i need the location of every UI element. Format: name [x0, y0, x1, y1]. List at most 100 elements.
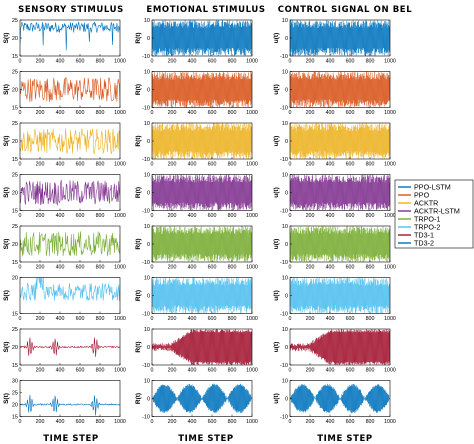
- y-tick-label: 15: [12, 54, 18, 60]
- y-axis-label: S(t): [3, 187, 10, 198]
- x-tick-label: 800: [228, 368, 237, 374]
- y-tick-label: 10: [282, 18, 288, 24]
- x-tick-label: 800: [96, 316, 105, 322]
- x-tick-label: 600: [346, 265, 355, 271]
- y-tick-label: -10: [142, 363, 150, 369]
- x-tick-label: 800: [96, 265, 105, 271]
- x-tick-label: 1000: [114, 419, 126, 425]
- x-tick-label: 200: [168, 316, 177, 322]
- y-axis-label: R(t): [135, 341, 142, 352]
- series-line: [152, 383, 252, 414]
- series-line: [152, 20, 252, 56]
- x-tick-label: 1000: [114, 162, 126, 168]
- y-tick-label: 0: [147, 191, 150, 197]
- y-axis-label: R(t): [135, 32, 142, 43]
- x-tick-label: 800: [366, 59, 375, 65]
- x-tick-label: 0: [151, 368, 154, 374]
- series-line: [20, 231, 120, 257]
- y-tick-label: -10: [280, 157, 288, 163]
- x-tick-label: 400: [188, 419, 197, 425]
- x-tick-label: 800: [228, 59, 237, 65]
- panel-trpo-2-st: 15 20 S(t) 0 200 400 600 800 1000: [3, 276, 126, 323]
- y-tick-label: -10: [280, 260, 288, 266]
- legend-label: TRPO-2: [414, 223, 440, 232]
- x-tick-label: 0: [19, 265, 22, 271]
- x-tick-label: 200: [306, 368, 315, 374]
- x-tick-label: 0: [289, 110, 292, 116]
- y-tick-label: 15: [12, 209, 18, 215]
- x-tick-label: 0: [19, 162, 22, 168]
- x-tick-label: 400: [326, 59, 335, 65]
- x-tick-label: 400: [56, 316, 65, 322]
- x-tick-label: 400: [326, 368, 335, 374]
- x-tick-label: 0: [151, 162, 154, 168]
- x-tick-label: 400: [188, 368, 197, 374]
- y-tick-label: -10: [142, 157, 150, 163]
- x-tick-label: 200: [168, 110, 177, 116]
- x-tick-label: 600: [76, 419, 85, 425]
- legend: PPO-LSTMPPOACKTRACKTR-LSTMTRPO-1TRPO-2TD…: [394, 179, 474, 249]
- y-tick-label: 30: [12, 379, 18, 385]
- x-tick-label: 200: [36, 316, 45, 322]
- y-tick-label: 0: [147, 345, 150, 351]
- x-tick-label: 1000: [246, 265, 258, 271]
- y-tick-label: 10: [144, 70, 150, 76]
- y-tick-label: 25: [12, 391, 18, 397]
- x-tick-label: 800: [366, 419, 375, 425]
- x-tick-label: 800: [228, 213, 237, 219]
- y-axis-label: u(t): [273, 342, 280, 352]
- x-tick-label: 600: [346, 316, 355, 322]
- panel-ppo-st: 15 20 25 S(t) 0 200 400 600 800 1000: [3, 70, 126, 117]
- series-line: [290, 329, 390, 365]
- y-tick-label: 25: [12, 224, 18, 230]
- x-tick-label: 400: [188, 265, 197, 271]
- x-tick-label: 400: [326, 419, 335, 425]
- x-tick-label: 800: [366, 110, 375, 116]
- legend-item: TD3-2: [398, 239, 434, 248]
- x-tick-label: 0: [289, 213, 292, 219]
- legend-item: PPO-LSTM: [398, 183, 451, 192]
- y-tick-label: -10: [142, 106, 150, 112]
- x-tick-label: 0: [289, 316, 292, 322]
- y-tick-label: 0: [285, 139, 288, 145]
- y-tick-label: 25: [12, 121, 18, 127]
- y-axis-label: u(t): [273, 239, 280, 249]
- y-axis-label: S(t): [3, 290, 10, 301]
- x-tick-label: 0: [19, 316, 22, 322]
- x-tick-label: 400: [56, 265, 65, 271]
- x-tick-label: 600: [208, 110, 217, 116]
- x-tick-label: 1000: [114, 368, 126, 374]
- x-tick-label: 800: [96, 59, 105, 65]
- y-tick-label: 15: [12, 260, 18, 266]
- legend-item: TD3-1: [398, 231, 434, 240]
- series-line: [20, 21, 120, 51]
- y-axis-label: R(t): [135, 84, 142, 95]
- x-tick-label: 1000: [114, 316, 126, 322]
- legend-item: ACKTR-LSTM: [398, 207, 460, 216]
- panel-ppo-lstm-st: 15 20 25 S(t) 0 200 400 600 800 1000: [3, 18, 126, 65]
- y-tick-label: 10: [282, 327, 288, 333]
- plot-frame: [19, 380, 121, 417]
- legend-item: ACKTR: [398, 199, 438, 208]
- x-tick-label: 600: [76, 162, 85, 168]
- x-tick-label: 200: [306, 265, 315, 271]
- y-axis-label: S(t): [3, 393, 10, 404]
- x-tick-label: 800: [366, 162, 375, 168]
- y-tick-label: 0: [147, 88, 150, 94]
- y-axis-label: u(t): [273, 33, 280, 43]
- series-line: [290, 123, 390, 159]
- x-tick-label: 600: [76, 316, 85, 322]
- x-tick-label: 600: [208, 59, 217, 65]
- y-tick-label: -10: [280, 312, 288, 318]
- series-line: [290, 71, 390, 108]
- x-tick-label: 400: [188, 162, 197, 168]
- series-line: [152, 226, 252, 262]
- panel-trpo-1-st: 15 20 25 S(t) 0 200 400 600 800 1000: [3, 224, 126, 271]
